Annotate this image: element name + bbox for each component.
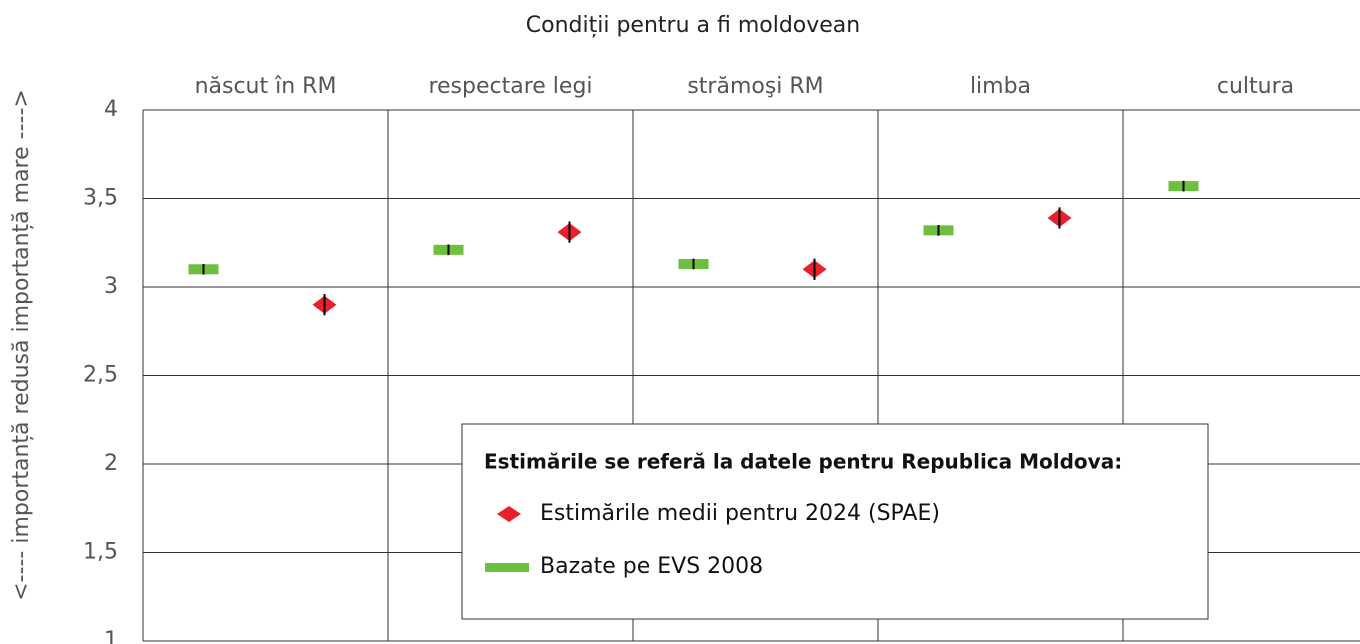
- y-tick-label: 1: [104, 628, 118, 644]
- legend-swatch: [485, 563, 529, 572]
- legend-title: Estimările se referă la datele pentru Re…: [484, 450, 1122, 474]
- category-label: limba: [970, 74, 1031, 99]
- category-label: respectare legi: [428, 74, 592, 99]
- legend-box: [461, 423, 1209, 620]
- chart-title: Condiții pentru a fi moldovean: [526, 13, 860, 38]
- category-label: cultura: [1217, 74, 1294, 99]
- y-tick-label: 2,5: [83, 363, 118, 388]
- y-axis-label: <---- importanță redusă importanță mare …: [9, 89, 34, 601]
- y-tick-label: 1,5: [83, 540, 118, 565]
- y-tick-label: 4: [104, 97, 118, 122]
- legend-label: Bazate pe EVS 2008: [540, 554, 763, 579]
- y-tick-label: 2: [104, 451, 118, 476]
- y-tick-label: 3: [104, 274, 118, 299]
- category-label: strămoşi RM: [687, 74, 823, 99]
- legend-label: Estimările medii pentru 2024 (SPAE): [540, 501, 940, 526]
- legend-swatch: [497, 506, 521, 522]
- y-tick-label: 3,5: [83, 186, 118, 211]
- category-label: născut în RM: [195, 74, 337, 99]
